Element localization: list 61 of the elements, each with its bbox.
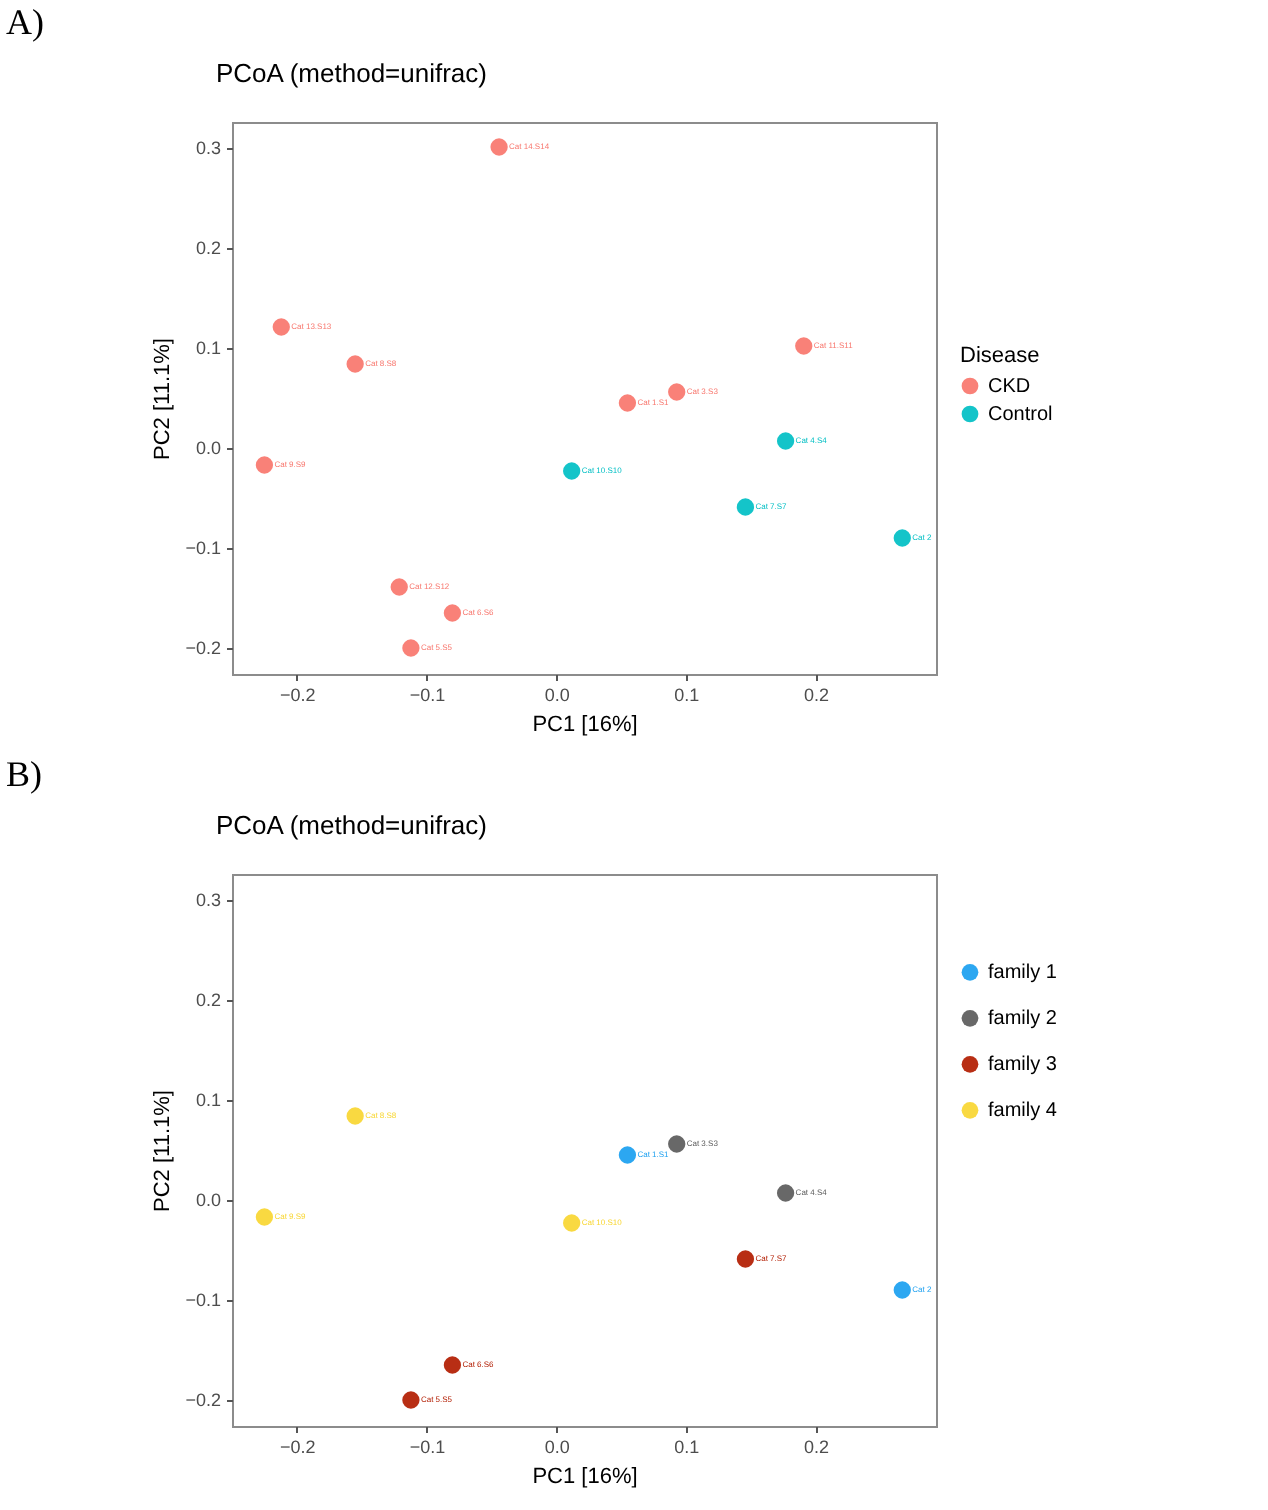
point <box>255 1208 274 1226</box>
x-tick-label: −0.2 <box>280 1437 316 1457</box>
y-tick-label: 0.0 <box>195 1190 221 1210</box>
chart-title: PCoA (method=unifrac) <box>216 810 487 840</box>
legend-label: Control <box>988 404 1053 426</box>
x-tick-label: 0.0 <box>544 685 570 705</box>
y-axis-title: PC2 [11.1%] <box>151 1090 176 1212</box>
y-tick-label: −0.2 <box>185 638 221 658</box>
point <box>443 1356 462 1374</box>
y-tick-label: −0.2 <box>185 1390 221 1410</box>
point <box>402 639 420 657</box>
point <box>795 337 813 355</box>
x-tick-label: 0.1 <box>674 685 700 705</box>
legend-title: Disease <box>960 344 1040 368</box>
x-tick-label: 0.0 <box>544 1437 570 1457</box>
point <box>618 1146 637 1164</box>
point <box>618 394 637 412</box>
point <box>272 318 290 336</box>
point <box>255 456 274 474</box>
point <box>490 138 508 156</box>
y-tick-label: 0.1 <box>195 1090 221 1110</box>
legend-label: family 1 <box>988 962 1058 985</box>
text: B) <box>6 754 43 794</box>
x-tick-label: 0.1 <box>674 1437 700 1457</box>
x-tick-label: −0.2 <box>280 685 316 705</box>
point <box>668 1135 686 1153</box>
legend-label: CKD <box>988 376 1031 398</box>
point <box>443 604 462 622</box>
y-tick-label: 0.3 <box>195 138 221 158</box>
y-tick-label: 0.2 <box>195 238 221 258</box>
x-tick-label: −0.1 <box>409 685 446 705</box>
chart-title: PCoA (method=unifrac) <box>216 58 487 88</box>
point <box>893 1281 911 1299</box>
point <box>563 1214 581 1232</box>
point <box>346 355 364 373</box>
legend-label: family 3 <box>988 1054 1058 1077</box>
point <box>736 498 755 516</box>
y-tick-label: 0.2 <box>195 990 221 1010</box>
x-tick-label: 0.2 <box>803 685 829 705</box>
text: A) <box>6 2 44 42</box>
legend-label: family 4 <box>988 1100 1058 1123</box>
x-tick-label: 0.2 <box>803 1437 829 1457</box>
point <box>390 578 408 596</box>
point <box>776 1184 795 1202</box>
x-tick-label: −0.1 <box>409 1437 446 1457</box>
point <box>776 432 795 450</box>
point <box>346 1107 364 1125</box>
point <box>893 529 911 547</box>
point <box>563 462 581 480</box>
y-tick-label: −0.1 <box>185 1290 221 1310</box>
y-tick-label: 0.3 <box>195 890 221 910</box>
x-axis-title: PC1 [16%] <box>532 1465 638 1489</box>
x-axis-title: PC1 [16%] <box>532 713 638 737</box>
point <box>736 1250 755 1268</box>
y-tick-label: 0.1 <box>195 338 221 358</box>
legend-label: family 2 <box>988 1008 1058 1031</box>
y-axis-title: PC2 [11.1%] <box>151 338 176 460</box>
y-tick-label: 0.0 <box>195 438 221 458</box>
point <box>668 383 686 401</box>
y-tick-label: −0.1 <box>185 538 221 558</box>
point <box>402 1391 420 1409</box>
